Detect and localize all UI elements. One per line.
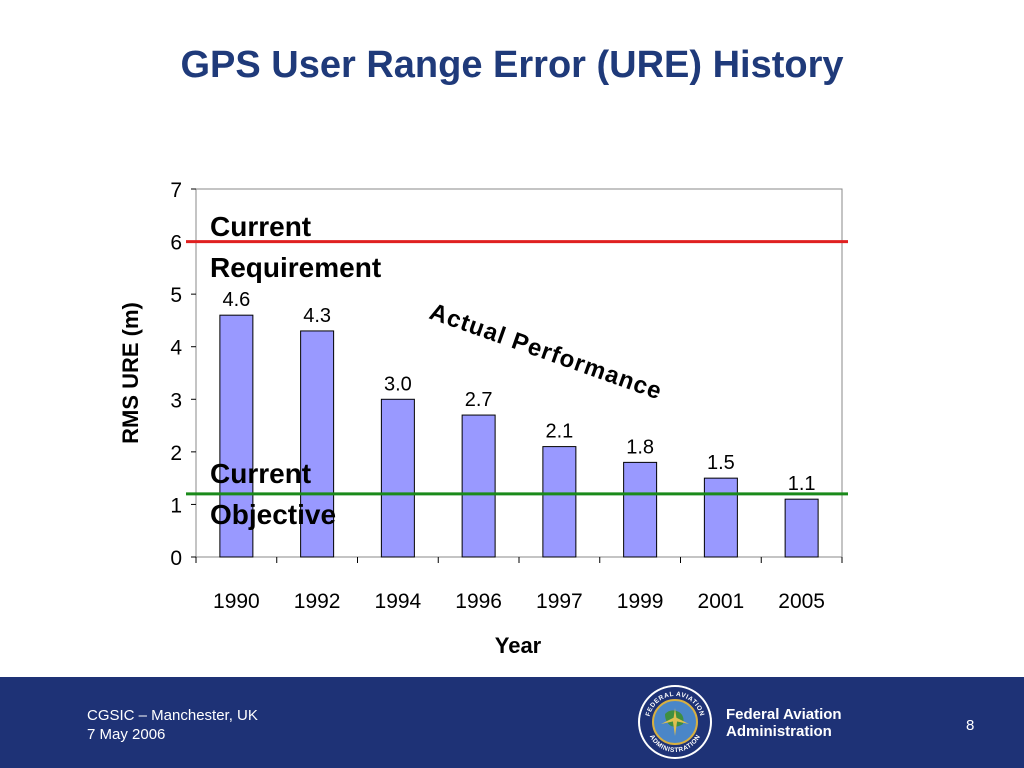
y-tick-label: 0 [170, 547, 182, 570]
slide-title: GPS User Range Error (URE) History [180, 44, 844, 86]
y-tick-label: 2 [170, 442, 182, 465]
footer-event: CGSIC – Manchester, UK [87, 707, 258, 724]
x-tick-label: 1992 [294, 590, 341, 613]
footer-date: 7 May 2006 [87, 726, 166, 743]
y-tick-label: 1 [170, 494, 182, 517]
footer-agency-name: Federal Aviation Administration [726, 706, 842, 740]
x-tick-label: 2001 [698, 590, 745, 613]
x-tick-label: 1999 [617, 590, 664, 613]
bar-value-label: 1.5 [707, 452, 735, 474]
bar-1999 [623, 461, 658, 558]
bar-value-label: 2.1 [545, 421, 573, 443]
objective-label-line2: Objective [210, 499, 336, 530]
bar-1990 [219, 314, 254, 558]
y-tick-label: 7 [170, 179, 182, 202]
bar-value-label: 1.1 [788, 473, 816, 495]
x-tick-label: 1990 [213, 590, 260, 613]
footer-bar: CGSIC – Manchester, UK 7 May 2006 FEDERA… [0, 677, 1024, 768]
x-tick-label: 1994 [375, 590, 422, 613]
y-tick-label: 5 [170, 284, 182, 307]
bar-1997 [542, 446, 577, 558]
x-axis-label: Year [495, 633, 542, 658]
bar-value-label: 2.7 [465, 389, 493, 411]
bar-2001 [703, 477, 738, 558]
x-tick-label: 1997 [536, 590, 583, 613]
y-tick-label: 4 [170, 337, 182, 360]
page-number: 8 [966, 717, 975, 734]
bar-2005 [784, 498, 819, 558]
bar-value-label: 4.6 [222, 289, 250, 311]
bar-value-label: 3.0 [384, 373, 412, 395]
objective-label-line1: Current [210, 458, 311, 489]
requirement-label-line2: Requirement [210, 252, 381, 283]
bar-value-label: 4.3 [303, 305, 331, 327]
bar-1996 [461, 414, 496, 558]
y-axis-label: RMS URE (m) [118, 302, 143, 444]
bar-1994 [380, 398, 415, 558]
faa-seal-logo: FEDERAL AVIATION ADMINISTRATION [638, 685, 712, 759]
requirement-label-line1: Current [210, 211, 311, 242]
x-tick-label: 1996 [455, 590, 502, 613]
agency-line-1: Federal Aviation [726, 706, 842, 723]
ure-history-chart: 0 1 2 3 4 5 6 7 4.6 1990 4.3 1992 3.0 1994 2.7 1996 2.1… [118, 179, 848, 658]
y-tick-label: 3 [170, 389, 182, 412]
footer-event-info: CGSIC – Manchester, UK 7 May 2006 [87, 706, 258, 744]
bar-1992 [300, 330, 335, 558]
y-tick-label: 6 [170, 232, 182, 255]
bar-value-label: 1.8 [626, 436, 654, 458]
agency-line-2: Administration [726, 723, 832, 740]
x-tick-label: 2005 [778, 590, 825, 613]
